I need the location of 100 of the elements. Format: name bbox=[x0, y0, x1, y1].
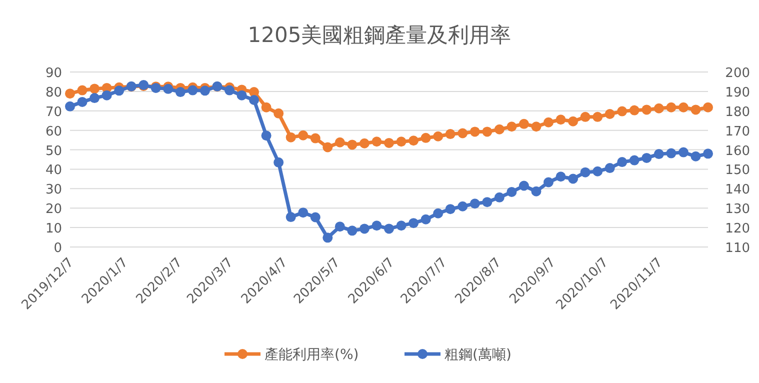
point bbox=[347, 226, 358, 236]
point bbox=[642, 104, 652, 115]
point bbox=[310, 133, 320, 144]
point bbox=[90, 93, 100, 104]
y-tick-label: 30 bbox=[45, 182, 62, 198]
point bbox=[580, 167, 590, 178]
point bbox=[310, 212, 320, 222]
point bbox=[568, 174, 578, 184]
point bbox=[470, 126, 480, 137]
y-tick-label: 10 bbox=[45, 222, 62, 237]
point bbox=[642, 152, 652, 163]
point bbox=[286, 212, 296, 222]
point bbox=[458, 201, 468, 212]
point bbox=[604, 109, 615, 119]
point bbox=[690, 151, 701, 162]
point bbox=[678, 147, 688, 158]
y2-tick-label: 120 bbox=[725, 222, 750, 237]
point bbox=[678, 102, 688, 112]
point bbox=[334, 137, 345, 148]
point bbox=[298, 208, 308, 218]
point bbox=[372, 136, 382, 147]
point bbox=[703, 102, 713, 112]
point bbox=[604, 163, 615, 174]
point bbox=[580, 112, 590, 122]
y-tick-label: 40 bbox=[45, 163, 62, 178]
point bbox=[531, 122, 542, 132]
point bbox=[359, 224, 370, 234]
point bbox=[629, 105, 640, 116]
point bbox=[396, 220, 406, 231]
y-tick-label: 90 bbox=[45, 66, 62, 81]
point bbox=[458, 128, 468, 138]
point bbox=[629, 155, 640, 166]
point bbox=[482, 197, 492, 208]
point bbox=[592, 166, 603, 176]
y2-tick-label: 170 bbox=[725, 124, 750, 140]
point bbox=[518, 118, 529, 129]
legend-label: 粗鋼(萬噸) bbox=[444, 347, 512, 363]
point bbox=[274, 157, 284, 168]
point bbox=[286, 132, 296, 142]
y-tick-label: 50 bbox=[45, 144, 62, 159]
y2-tick-label: 150 bbox=[725, 163, 750, 178]
y2-tick-label: 200 bbox=[725, 66, 750, 81]
point bbox=[347, 140, 358, 150]
point bbox=[359, 138, 370, 148]
point bbox=[90, 84, 100, 94]
point bbox=[690, 104, 701, 115]
point bbox=[433, 208, 444, 218]
point bbox=[322, 142, 333, 152]
point bbox=[408, 136, 419, 146]
point bbox=[65, 101, 75, 112]
point bbox=[518, 180, 529, 191]
point bbox=[654, 103, 664, 114]
point bbox=[568, 116, 578, 126]
point bbox=[322, 232, 333, 243]
point bbox=[592, 112, 603, 122]
point bbox=[544, 177, 554, 188]
point bbox=[200, 86, 210, 96]
legend-label: 產能利用率(%) bbox=[264, 347, 359, 363]
point bbox=[188, 85, 198, 96]
point bbox=[102, 90, 112, 100]
point bbox=[494, 124, 504, 134]
y-tick-label: 70 bbox=[45, 104, 62, 120]
point bbox=[703, 148, 713, 159]
point bbox=[617, 106, 628, 116]
y2-tick-label: 140 bbox=[725, 182, 750, 198]
point bbox=[470, 198, 480, 209]
y-tick-label: 60 bbox=[45, 124, 62, 140]
point bbox=[236, 90, 247, 100]
point bbox=[445, 204, 456, 214]
point bbox=[482, 126, 492, 137]
point bbox=[298, 130, 308, 140]
y2-tick-label: 130 bbox=[725, 202, 750, 218]
point bbox=[261, 130, 272, 141]
y-tick-label: 0 bbox=[54, 241, 62, 256]
chart-title: 1205美國粗鋼產量及利用率 bbox=[248, 23, 512, 47]
point bbox=[654, 149, 664, 160]
point bbox=[420, 214, 431, 224]
point bbox=[556, 114, 566, 125]
point bbox=[396, 136, 406, 147]
point bbox=[77, 85, 88, 96]
point bbox=[494, 192, 504, 202]
y-tick-label: 80 bbox=[45, 85, 62, 100]
point bbox=[77, 96, 88, 107]
point bbox=[384, 224, 394, 234]
point bbox=[224, 85, 234, 96]
point bbox=[175, 87, 186, 98]
point bbox=[372, 220, 382, 231]
point bbox=[249, 95, 260, 105]
point bbox=[384, 138, 394, 148]
y2-tick-label: 190 bbox=[725, 85, 750, 100]
point bbox=[617, 157, 628, 168]
point bbox=[506, 122, 517, 132]
point bbox=[556, 172, 566, 182]
point bbox=[408, 218, 419, 228]
point bbox=[274, 108, 284, 118]
point bbox=[261, 102, 272, 112]
point bbox=[506, 186, 517, 197]
point bbox=[114, 86, 124, 96]
point bbox=[65, 88, 75, 99]
point bbox=[666, 102, 676, 112]
